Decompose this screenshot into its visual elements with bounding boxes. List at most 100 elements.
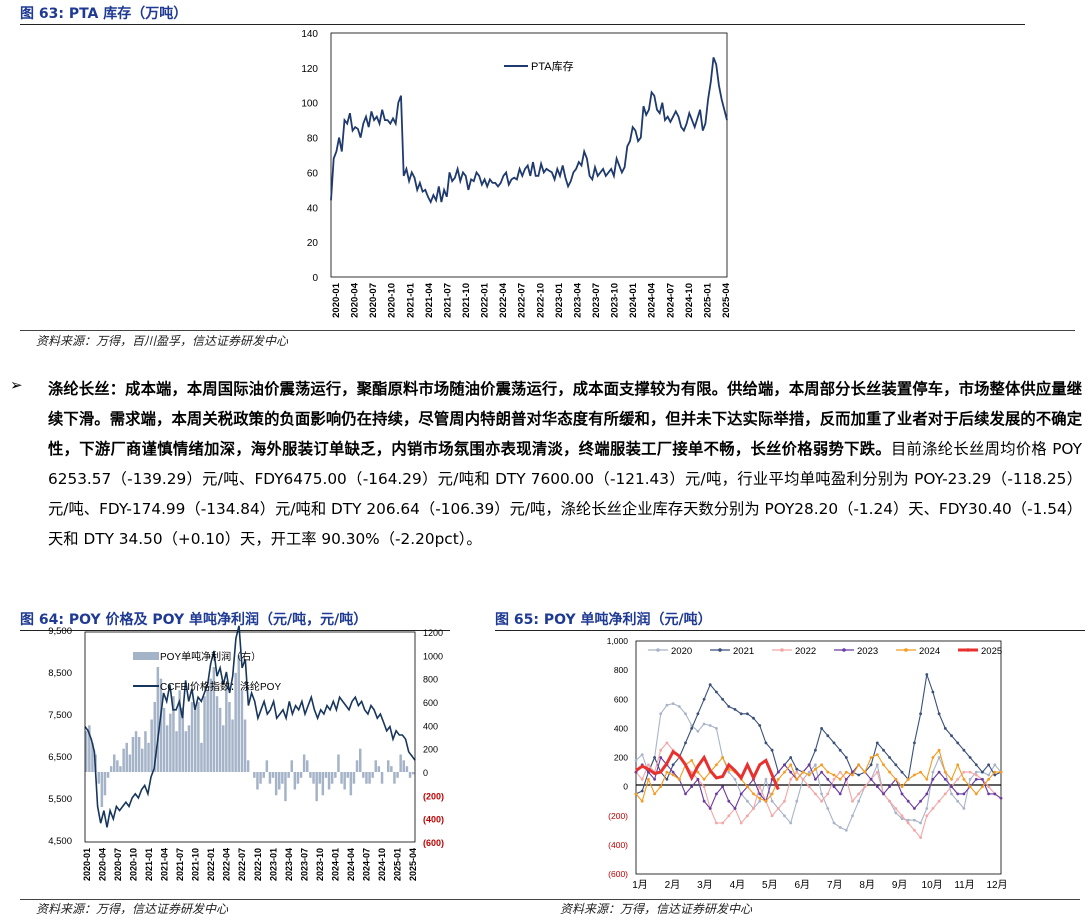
- fig65-point: [956, 763, 960, 767]
- fig65-point: [708, 807, 712, 810]
- fig65-legend-marker: [718, 648, 722, 652]
- fig65-point: [640, 789, 644, 793]
- fig65-point: [894, 777, 898, 781]
- fig64-right-tick: (600): [423, 838, 444, 848]
- fig65-point: [820, 727, 823, 730]
- fig65-legend-label-2021: 2021: [733, 646, 754, 657]
- fig65-point: [770, 814, 774, 818]
- fig64-profit-bar: [181, 707, 184, 772]
- fig64-profit-bar: [106, 772, 110, 778]
- fig64-profit-bar: [200, 742, 203, 772]
- fig65-point: [671, 773, 675, 777]
- fig63-xtick-label: 2024-01: [628, 282, 639, 318]
- fig65-point: [715, 690, 718, 694]
- fig65-legend-label-2022: 2022: [795, 646, 816, 657]
- fig65-ytick-label: 800: [614, 665, 628, 675]
- fig64-profit-bar: [240, 690, 244, 772]
- fig63-ytick-label: 80: [307, 134, 319, 145]
- fig65-ytick-label: (400): [608, 840, 628, 850]
- fig65-point: [739, 792, 743, 796]
- fig65-point: [665, 770, 669, 774]
- fig63-ytick-label: 100: [301, 99, 318, 110]
- fig63-xtick-label: 2021-04: [424, 282, 435, 318]
- fig65-point: [647, 777, 650, 781]
- fig64-xtick-label: 2021-04: [160, 848, 170, 881]
- fig63-ytick-label: 20: [307, 238, 319, 249]
- fig64-profit-bar: [306, 760, 309, 772]
- fig65-point: [950, 734, 953, 738]
- fig65-point: [981, 770, 984, 774]
- fig65-point: [999, 796, 1003, 800]
- fig65-point: [838, 826, 842, 829]
- fig65-point: [789, 777, 793, 781]
- fig64-profit-bar: [147, 742, 150, 772]
- fig65-point: [820, 799, 823, 803]
- fig63-xtick-label: 2022-07: [517, 283, 528, 318]
- fig65-legend-label-2024: 2024: [919, 646, 940, 657]
- fig64-profit-bar: [162, 707, 166, 772]
- fig65-point: [937, 748, 941, 752]
- fig63-xtick-label: 2020-07: [368, 283, 379, 318]
- fig63-xtick-label: 2020-01: [331, 282, 342, 318]
- fig63-xtick-label: 2023-01: [554, 282, 565, 318]
- fig64-left-tick: 9,500: [48, 626, 72, 637]
- fig65-point: [993, 773, 997, 777]
- fig64-profit-bar: [256, 772, 259, 790]
- fig65-point: [795, 799, 799, 803]
- fig64-xtick-label: 2023-10: [315, 848, 325, 881]
- fig64-xtick-label: 2025-01: [392, 848, 402, 881]
- fig65-point: [974, 770, 978, 774]
- fig65-series-2022: [634, 741, 1003, 839]
- fig65-point: [727, 770, 731, 774]
- fig64-profit-bar: [346, 772, 349, 778]
- fig63-series-line: [330, 57, 728, 205]
- fig65-point: [894, 807, 898, 810]
- fig63-xtick-label: 2021-01: [405, 282, 416, 318]
- fig64-xtick-label: 2020-04: [98, 848, 108, 881]
- fig65-point: [875, 785, 879, 788]
- fig64-profit-bar: [156, 667, 160, 772]
- fig65-ytick-label: 1,000: [607, 636, 629, 646]
- fig64-profit-bar: [387, 760, 390, 772]
- fig65-point: [999, 770, 1003, 774]
- fig65-point: [943, 727, 947, 730]
- fig64-profit-bar: [103, 772, 107, 796]
- fig63-source: 资料来源：万得，百川盈孚，信达证券研发中心: [36, 334, 289, 348]
- fig65-point: [665, 741, 669, 745]
- fig64-profit-bar: [405, 766, 409, 772]
- fig65-point: [826, 777, 830, 781]
- fig64-xtick-label: 2021-07: [175, 848, 185, 881]
- fig65-month-label: 9月: [892, 879, 908, 891]
- fig64-right-tick: (400): [423, 815, 444, 825]
- fig64-profit-bar: [194, 707, 197, 772]
- fig65-title: 图 65: POY 单吨净利润（元/吨）: [495, 612, 712, 628]
- fig64-profit-bar: [206, 690, 209, 772]
- fig65-point: [869, 777, 873, 781]
- fig64-profit-bar: [134, 731, 138, 772]
- fig64-profit-bar: [321, 772, 325, 796]
- fig64-profit-bar: [408, 772, 412, 778]
- fig65-point: [931, 777, 935, 781]
- fig64-right-tick: 1000: [423, 651, 443, 661]
- fig64-profit-bar: [390, 766, 393, 772]
- fig64-profit-bar: [355, 760, 359, 772]
- fig63-ytick-label: 120: [301, 64, 318, 75]
- fig64-profit-bar: [393, 772, 396, 784]
- fig65-point: [727, 814, 731, 818]
- fig65-point: [826, 770, 830, 774]
- fig64-top-rule: [20, 630, 450, 631]
- fig65-point: [968, 770, 972, 774]
- fig63-title: 图 63: PTA 库存（万吨）: [20, 6, 188, 22]
- fig65-point: [844, 770, 848, 774]
- fig65-point: [937, 756, 941, 759]
- fig65-point: [814, 767, 817, 771]
- fig65-point: [776, 807, 780, 810]
- fig65-point: [770, 748, 774, 752]
- fig65-plot-frame: [635, 640, 1002, 875]
- fig65-point: [665, 703, 669, 707]
- fig64-profit-bar: [315, 772, 318, 802]
- fig65-point: [696, 729, 700, 733]
- fig65-point: [857, 763, 861, 767]
- fig64-xtick-label: 2021-10: [191, 848, 201, 881]
- fig63-ytick-label: 60: [307, 168, 319, 179]
